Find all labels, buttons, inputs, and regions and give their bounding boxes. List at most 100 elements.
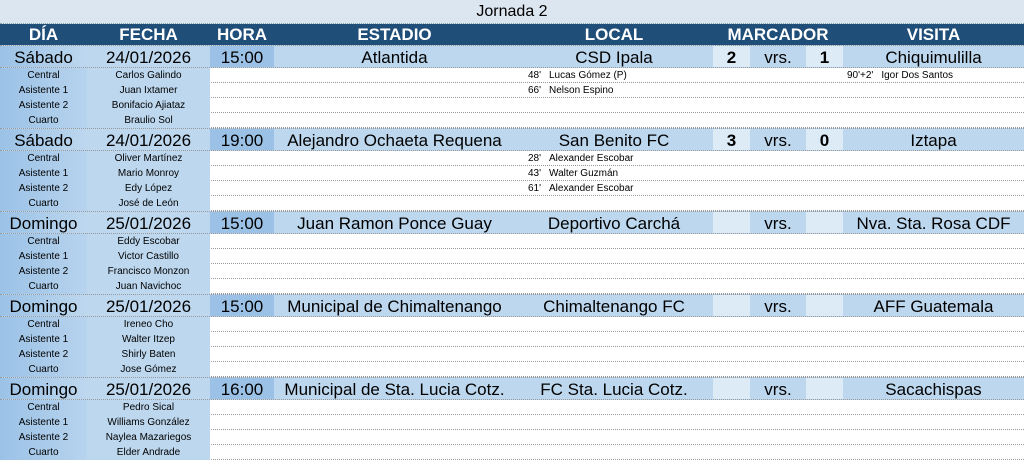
local-goal-cell: [515, 400, 713, 415]
referee-name: José de León: [87, 196, 210, 211]
score-local: 2: [713, 46, 750, 67]
referee-role: Asistente 1: [0, 249, 87, 264]
local-goal-cell: 66' Nelson Espino: [515, 83, 713, 98]
score-visit: [806, 295, 843, 316]
vs-label: vrs.: [764, 214, 792, 233]
referee-name: Ireneo Cho: [87, 317, 210, 332]
match-block: Domingo 25/01/2026 16:00 Municipal de Sta. …: [0, 377, 1024, 460]
local-goal-cell: [515, 113, 713, 128]
empty-cell: [210, 332, 515, 347]
referee-name: Carlos Galindo: [87, 68, 210, 83]
referee-role: Asistente 1: [0, 83, 87, 98]
match-date: 25/01/2026: [105, 380, 192, 399]
local-goal-cell: [515, 234, 713, 249]
visit-goal-cell: [843, 445, 1024, 460]
match-visit-team: Chiquimulilla: [885, 48, 982, 67]
local-goal-cell: 43' Walter Guzmán: [515, 166, 713, 181]
match-day: Domingo: [0, 295, 87, 316]
match-local-team: FC Sta. Lucia Cotz.: [540, 380, 688, 399]
visit-goal-cell: [843, 317, 1024, 332]
empty-cell: [713, 68, 843, 83]
referee-role: Cuarto: [0, 362, 87, 377]
match-day: Sábado: [0, 129, 87, 150]
empty-cell: [713, 279, 843, 294]
empty-cell: [210, 113, 515, 128]
match-time: 15:00: [210, 212, 274, 233]
referee-role: Asistente 2: [0, 264, 87, 279]
goal-minute: 61': [527, 183, 541, 194]
local-goal: 66' Nelson Espino: [515, 83, 713, 98]
referee-row: Asistente 1 Williams González: [0, 415, 1024, 430]
match-row: Domingo 25/01/2026 15:00 Municipal de Chima…: [0, 294, 1024, 317]
empty-cell: [713, 264, 843, 279]
visit-goal-cell: [843, 279, 1024, 294]
referee-name: Walter Itzep: [87, 332, 210, 347]
empty-cell: [210, 181, 515, 196]
referee-name: Eddy Escobar: [87, 234, 210, 249]
empty-cell: [713, 151, 843, 166]
referee-row: Asistente 1 Walter Itzep: [0, 332, 1024, 347]
header-hora: HORA: [216, 25, 268, 44]
referee-role: Asistente 1: [0, 332, 87, 347]
vs-label: vrs.: [764, 297, 792, 316]
referee-row: Cuarto Jose Gómez: [0, 362, 1024, 377]
visit-goal-cell: [843, 234, 1024, 249]
local-goal-cell: 48' Lucas Gómez (P): [515, 68, 713, 83]
match-day: Domingo: [0, 212, 87, 233]
referee-name: Mario Monroy: [87, 166, 210, 181]
empty-cell: [210, 362, 515, 377]
local-goal-cell: [515, 249, 713, 264]
visit-goal-cell: [843, 415, 1024, 430]
visit-goal-cell: [843, 98, 1024, 113]
local-goal-cell: [515, 317, 713, 332]
goal-scorer: Alexander Escobar: [549, 183, 634, 194]
match-local-team: Chimaltenango FC: [543, 297, 685, 316]
referee-row: Asistente 2 Naylea Mazariegos: [0, 430, 1024, 445]
referee-row: Asistente 1 Juan Ixtamer 66' Nelson Espino: [0, 83, 1024, 98]
score-visit: [806, 378, 843, 399]
match-date: 24/01/2026: [105, 48, 192, 67]
referee-row: Cuarto Braulio Sol: [0, 113, 1024, 128]
empty-cell: [713, 249, 843, 264]
visit-goal-cell: [843, 332, 1024, 347]
local-goal-cell: [515, 362, 713, 377]
referee-row: Cuarto Elder Andrade: [0, 445, 1024, 460]
local-goal: 28' Alexander Escobar: [515, 151, 713, 166]
empty-cell: [210, 400, 515, 415]
referee-role: Cuarto: [0, 445, 87, 460]
local-goal-cell: [515, 196, 713, 211]
match-row: Sábado 24/01/2026 19:00 Alejandro Ochaeta R…: [0, 128, 1024, 151]
empty-cell: [713, 196, 843, 211]
visit-goal-cell: [843, 249, 1024, 264]
referee-name: Edy López: [87, 181, 210, 196]
empty-cell: [210, 249, 515, 264]
match-row: Domingo 25/01/2026 16:00 Municipal de Sta. …: [0, 377, 1024, 400]
match-row: Domingo 25/01/2026 15:00 Juan Ramon Ponce G…: [0, 211, 1024, 234]
empty-cell: [713, 234, 843, 249]
referee-role: Asistente 1: [0, 166, 87, 181]
referee-role: Asistente 2: [0, 181, 87, 196]
goal-scorer: Alexander Escobar: [549, 153, 634, 164]
referee-role: Cuarto: [0, 279, 87, 294]
referee-row: Cuarto Juan Navichoc: [0, 279, 1024, 294]
referee-row: Central Ireneo Cho: [0, 317, 1024, 332]
jornada-title: Jornada 2: [0, 0, 1024, 24]
local-goal-cell: 61' Alexander Escobar: [515, 181, 713, 196]
match-visit-team: AFF Guatemala: [873, 297, 994, 316]
empty-cell: [713, 415, 843, 430]
header-local: LOCAL: [584, 25, 644, 44]
empty-cell: [210, 196, 515, 211]
referee-name: Elder Andrade: [87, 445, 210, 460]
empty-cell: [210, 98, 515, 113]
visit-goal-cell: [843, 151, 1024, 166]
local-goal: 43' Walter Guzmán: [515, 166, 713, 181]
referee-row: Central Carlos Galindo 48' Lucas Gómez (P) 9…: [0, 68, 1024, 83]
match-row: Sábado 24/01/2026 15:00 Atlantida CSD Ipala 2…: [0, 45, 1024, 68]
visit-goal-cell: [843, 166, 1024, 181]
referee-role: Central: [0, 400, 87, 415]
vs-label: vrs.: [764, 131, 792, 150]
local-goal-cell: [515, 415, 713, 430]
referee-row: Asistente 1 Victor Castillo: [0, 249, 1024, 264]
referee-role: Central: [0, 68, 87, 83]
header-row: DÍA FECHA HORA ESTADIO LOCAL MARCADOR VI…: [0, 24, 1024, 45]
